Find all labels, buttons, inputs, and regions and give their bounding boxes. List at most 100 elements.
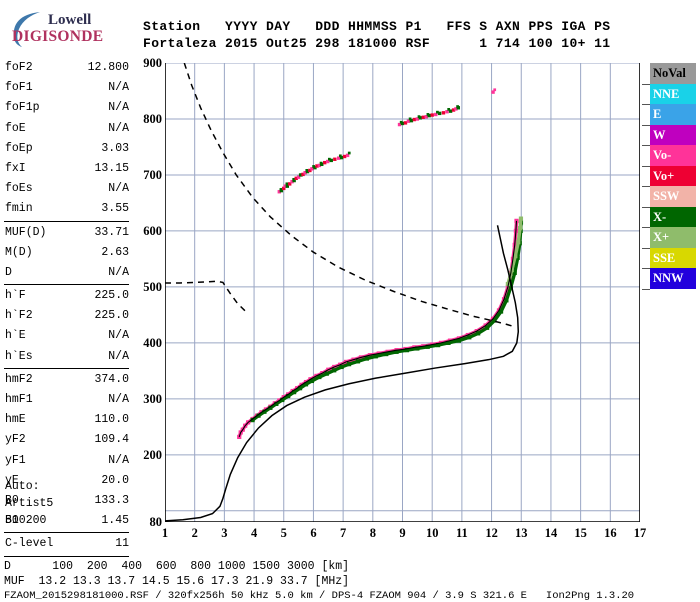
y-axis-tick-label: 200	[143, 448, 162, 463]
y-axis-tick-label: 800	[143, 112, 162, 127]
ionogram-plot-svg	[165, 63, 640, 522]
logo-text-digisonde: DIGISONDE	[12, 28, 103, 46]
param-separator	[4, 221, 129, 222]
legend-tick	[642, 289, 650, 290]
param-name: fxI	[5, 159, 26, 179]
auto-label: Auto:	[5, 478, 133, 495]
legend-item-x-[interactable]: X+	[650, 227, 696, 248]
x-axis-tick-label: 1	[155, 526, 175, 541]
x-axis-tick-label: 7	[333, 526, 353, 541]
legend-item-w[interactable]: W	[650, 125, 696, 146]
param-name: hmF1	[5, 390, 33, 410]
legend-tick	[642, 166, 650, 167]
legend-tick	[642, 104, 650, 105]
x-axis-tick-label: 3	[214, 526, 234, 541]
footer-distance-row: D 100 200 400 600 800 1000 1500 3000 [km…	[4, 560, 349, 573]
x-axis-tick-label: 6	[303, 526, 323, 541]
legend-tick	[642, 268, 650, 269]
x-axis-tick-label: 8	[363, 526, 383, 541]
param-row: M(D)2.63	[0, 243, 133, 263]
y-axis-tick-label: 400	[143, 336, 162, 351]
param-name: foEp	[5, 139, 33, 159]
legend-tick	[642, 186, 650, 187]
legend-item-e[interactable]: E	[650, 104, 696, 125]
legend-tick	[642, 125, 650, 126]
footer-muf-row: MUF 13.2 13.3 13.7 14.5 15.6 17.3 21.9 3…	[4, 575, 349, 588]
header-line-columns: Station YYYY DAY DDD HHMMSS P1 FFS S AXN…	[143, 19, 610, 34]
legend-item-vo-[interactable]: Vo-	[650, 145, 696, 166]
param-separator	[4, 284, 129, 285]
legend-item-vo-[interactable]: Vo+	[650, 166, 696, 187]
param-name: foE	[5, 119, 26, 139]
legend-item-x-[interactable]: X-	[650, 207, 696, 228]
footer-file-info: FZAOM_2015298181000.RSF / 320fx256h 50 k…	[4, 590, 634, 602]
x-axis-tick-label: 9	[393, 526, 413, 541]
y-axis-tick-label: 900	[143, 56, 162, 71]
param-name: yF2	[5, 430, 26, 450]
legend-item-noval[interactable]: NoVal	[650, 63, 696, 84]
param-name: hmE	[5, 410, 26, 430]
x-axis-tick-label: 14	[541, 526, 561, 541]
param-name: D	[5, 263, 12, 283]
param-name: h`Es	[5, 347, 33, 367]
param-name: foF1	[5, 78, 33, 98]
y-axis-tick-label: 700	[143, 168, 162, 183]
param-name: fmin	[5, 199, 33, 219]
x-axis-tick-label: 17	[630, 526, 650, 541]
lowell-digisonde-logo: Lowell DIGISONDE	[6, 8, 132, 48]
auto-program: Artist5	[5, 495, 133, 512]
x-axis-tick-label: 5	[274, 526, 294, 541]
param-separator	[4, 532, 129, 533]
x-axis-tick-label: 10	[422, 526, 442, 541]
param-name: hmF2	[5, 370, 33, 390]
param-name: yF1	[5, 451, 26, 471]
x-axis-tick-label: 11	[452, 526, 472, 541]
param-name: C-level	[5, 534, 53, 554]
y-axis-tick-label: 600	[143, 224, 162, 239]
param-name: h`F2	[5, 306, 33, 326]
param-name: foF2	[5, 58, 33, 78]
legend-tick	[642, 207, 650, 208]
param-name: foEs	[5, 179, 33, 199]
legend-tick	[642, 248, 650, 249]
x-axis-tick-label: 12	[482, 526, 502, 541]
ionogram-plot	[165, 63, 640, 522]
x-axis-tick-label: 15	[571, 526, 591, 541]
param-row: MUF(D)33.71	[0, 223, 133, 243]
x-axis-tick-label: 13	[511, 526, 531, 541]
legend-item-ssw[interactable]: SSW	[650, 186, 696, 207]
x-axis-tick-label: 16	[600, 526, 620, 541]
header-line-values: Fortaleza 2015 Out25 298 181000 RSF 1 71…	[143, 36, 610, 51]
param-separator	[4, 368, 129, 369]
x-axis-tick-label: 4	[244, 526, 264, 541]
param-separator	[4, 556, 129, 557]
legend-tick	[642, 84, 650, 85]
station-header: Station YYYY DAY DDD HHMMSS P1 FFS S AXN…	[143, 19, 610, 52]
legend-item-sse[interactable]: SSE	[650, 248, 696, 269]
y-axis-tick-label: 300	[143, 392, 162, 407]
y-axis-tick-label: 500	[143, 280, 162, 295]
legend-item-nne[interactable]: NNE	[650, 84, 696, 105]
x-axis-tick-label: 2	[185, 526, 205, 541]
param-name: h`E	[5, 326, 26, 346]
legend-item-nnw[interactable]: NNW	[650, 268, 696, 289]
